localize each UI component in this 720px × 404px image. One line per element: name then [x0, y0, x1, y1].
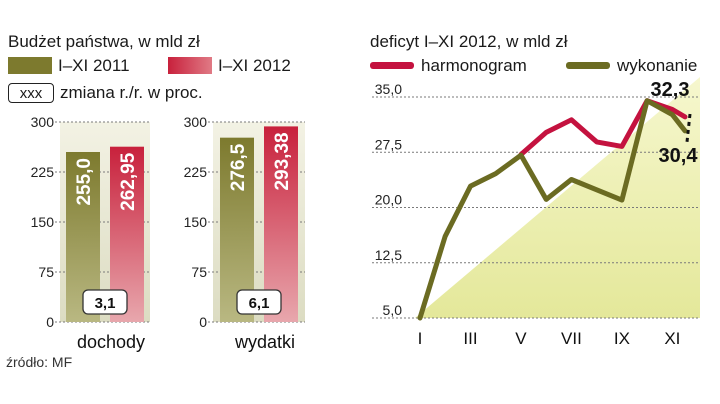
line-chart-background	[415, 77, 700, 318]
line-xtick-label: III	[463, 329, 477, 348]
change-box-label: 6,1	[249, 295, 270, 312]
line-ytick-label: 12,5	[375, 247, 402, 263]
line-ytick-label: 20,0	[375, 192, 402, 208]
legend-swatch-2012	[168, 57, 212, 74]
legend-swatch-2011	[8, 57, 52, 74]
bar-ytick-label: 75	[191, 264, 207, 280]
line-ytick-label: 27,5	[375, 136, 402, 152]
legend-label-wykonanie: wykonanie	[617, 56, 698, 75]
left-panel-title: Budżet państwa, w mld zł	[8, 32, 200, 51]
change-box-dochody	[82, 289, 128, 315]
legend-label-2011: I–XI 2011	[58, 56, 130, 75]
bar-ytick-label: 75	[38, 264, 54, 280]
line-series-harmonogram	[518, 98, 688, 157]
change-box-label: 3,1	[95, 295, 116, 312]
legend-label-2012: I–XI 2012	[218, 56, 291, 75]
line-xtick-label: I	[418, 329, 423, 348]
bar-value-label: 255,0	[74, 158, 95, 206]
bar-ytick-label: 0	[199, 314, 207, 330]
bar-value-label: 293,38	[272, 132, 293, 190]
bar-ytick-label: 225	[31, 164, 55, 180]
end-label-harmonogram: 32,3	[651, 79, 690, 101]
bar-category-label-dochody: dochody	[77, 332, 145, 352]
bar-ytick-label: 150	[184, 214, 208, 230]
bar-value-label: 262,95	[118, 152, 139, 211]
bar-ytick-label: 300	[31, 114, 55, 130]
legend-line-wykonanie	[566, 62, 610, 69]
change-box-wydatki	[236, 289, 282, 315]
line-series-wykonanie	[417, 98, 688, 321]
end-label-wykonanie: 30,4	[659, 145, 699, 167]
change-legend-box: xxx	[8, 83, 54, 103]
line-xtick-label: V	[515, 329, 527, 348]
right-panel-title: deficyt I–XI 2012, w mld zł	[370, 32, 568, 51]
line-xtick-label: XI	[664, 329, 680, 348]
source-note: źródło: MF	[6, 354, 73, 370]
bar-ytick-label: 0	[46, 314, 54, 330]
bar-ytick-label: 300	[184, 114, 208, 130]
bar-value-label: 276,5	[228, 143, 249, 191]
line-ytick-label: 35,0	[375, 81, 402, 97]
bar-category-label-wydatki: wydatki	[234, 332, 295, 352]
line-xtick-label: IX	[614, 329, 630, 348]
legend-line-harmonogram	[370, 62, 414, 69]
bar-ytick-label: 150	[31, 214, 55, 230]
line-ytick-label: 5,0	[383, 302, 403, 318]
bar-ytick-label: 225	[184, 164, 208, 180]
change-legend-label: zmiana r./r. w proc.	[60, 83, 203, 102]
line-xtick-label: VII	[561, 329, 582, 348]
legend-label-harmonogram: harmonogram	[421, 56, 527, 75]
